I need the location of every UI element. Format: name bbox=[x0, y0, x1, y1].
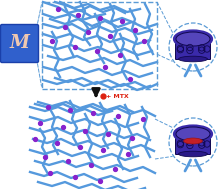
Ellipse shape bbox=[176, 127, 210, 141]
Text: + MTX: + MTX bbox=[106, 94, 129, 98]
Ellipse shape bbox=[176, 32, 210, 46]
FancyBboxPatch shape bbox=[175, 39, 211, 60]
Ellipse shape bbox=[184, 138, 202, 144]
FancyBboxPatch shape bbox=[175, 133, 211, 154]
Bar bbox=[42, 2, 157, 89]
FancyBboxPatch shape bbox=[0, 25, 39, 63]
Ellipse shape bbox=[179, 151, 208, 157]
Ellipse shape bbox=[179, 56, 208, 62]
Text: M: M bbox=[10, 35, 29, 53]
